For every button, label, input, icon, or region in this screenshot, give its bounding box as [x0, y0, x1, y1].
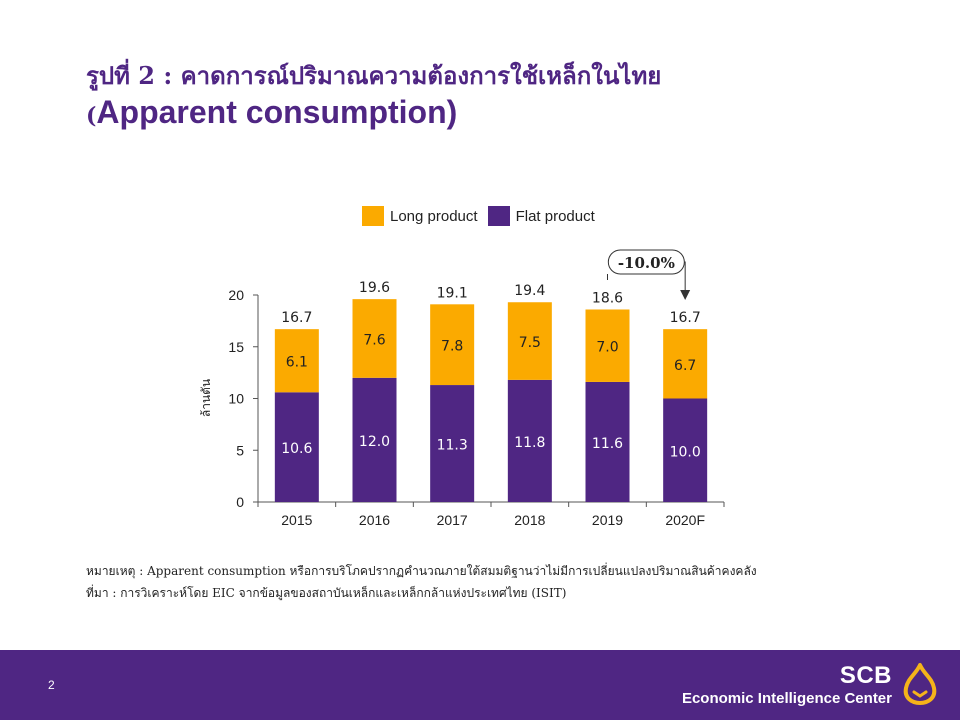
annotation-arrowhead — [680, 290, 691, 300]
chart-legend: Long product Flat product — [362, 206, 605, 226]
annotation-arrow-line — [684, 261, 686, 296]
slide-title: รูปที่ 2 : คาดการณ์ปริมาณความต้องการใช้เ… — [86, 61, 662, 90]
remark-text: หมายเหตุ : Apparent consumption หรือการบ… — [86, 564, 757, 578]
legend-item-long: Long product — [362, 206, 478, 226]
x-tick-label-2017: 2017 — [437, 512, 468, 528]
bar-long-2016 — [352, 299, 397, 378]
label-long-2016: 7.6 — [363, 332, 385, 348]
x-tick-label-2020F: 2020F — [665, 512, 705, 528]
y-tick-label: 5 — [236, 442, 244, 458]
y-axis-label: ล้านตัน — [199, 379, 213, 417]
brand-name: SCB — [839, 662, 892, 689]
source-text: ที่มา : การวิเคราะห์โดย EIC จากข้อมูลของ… — [86, 586, 567, 600]
label-total-2019: 18.6 — [592, 290, 623, 306]
label-flat-2016: 12.0 — [359, 434, 390, 450]
x-tick-label-2016: 2016 — [359, 512, 390, 528]
label-flat-2018: 11.8 — [514, 435, 545, 451]
footer-bar: 2 SCB Economic Intelligence Center — [0, 650, 960, 720]
legend-label-long: Long product — [390, 207, 478, 225]
bar-long-2018 — [507, 302, 552, 380]
scb-logo-icon — [903, 663, 937, 705]
label-total-2016: 19.6 — [359, 280, 390, 296]
bar-flat-2019 — [585, 381, 630, 502]
label-total-2017: 19.1 — [437, 285, 468, 301]
bar-long-2019 — [585, 309, 630, 382]
subtitle-text: Apparent consumption) — [96, 94, 458, 130]
bar-flat-2020F — [663, 398, 708, 502]
label-long-2015: 6.1 — [286, 355, 308, 371]
bar-flat-2015 — [274, 392, 319, 502]
label-total-2015: 16.7 — [281, 310, 312, 326]
label-long-2019: 7.0 — [596, 340, 618, 356]
label-long-2017: 7.8 — [441, 339, 463, 355]
label-long-2018: 7.5 — [519, 335, 541, 351]
chart-notes: หมายเหตุ : Apparent consumption หรือการบ… — [86, 560, 757, 604]
y-tick-label: 0 — [236, 494, 244, 510]
bar-long-2015 — [274, 329, 319, 393]
label-total-2020F: 16.7 — [670, 310, 701, 326]
bar-flat-2016 — [352, 377, 397, 502]
x-tick-label-2019: 2019 — [592, 512, 623, 528]
label-flat-2020F: 10.0 — [670, 444, 701, 460]
legend-label-flat: Flat product — [515, 207, 595, 225]
y-tick-label: 20 — [228, 287, 244, 303]
slide-subtitle: (Apparent consumption) — [86, 94, 457, 131]
brand-subtitle: Economic Intelligence Center — [681, 690, 892, 707]
y-tick-label: 10 — [228, 391, 244, 407]
y-tick-label: 15 — [228, 339, 244, 355]
label-flat-2015: 10.6 — [281, 441, 312, 457]
label-flat-2017: 11.3 — [437, 438, 468, 454]
bar-long-2017 — [430, 304, 475, 386]
page-number: 2 — [48, 678, 55, 692]
x-tick-label-2018: 2018 — [514, 512, 545, 528]
label-long-2020F: 6.7 — [674, 358, 696, 374]
legend-swatch-flat — [487, 206, 510, 226]
brand-block: SCB Economic Intelligence Center — [682, 664, 892, 710]
label-total-2018: 19.4 — [514, 283, 545, 299]
subtitle-paren: ( — [86, 103, 97, 129]
bar-flat-2018 — [507, 379, 552, 502]
stacked-bar-chart: 0 5 10 15 20 ล้านตัน 10.6 6.1 16.7 2015 12.0 7.6 19.… — [199, 249, 725, 528]
legend-item-flat: Flat product — [487, 206, 595, 226]
annotation-text: -10.0% — [618, 254, 675, 272]
bar-flat-2017 — [430, 385, 475, 502]
bar-long-2020F — [663, 329, 708, 399]
label-flat-2019: 11.6 — [592, 436, 623, 452]
legend-swatch-long — [362, 206, 384, 226]
x-tick-label-2015: 2015 — [281, 512, 312, 528]
